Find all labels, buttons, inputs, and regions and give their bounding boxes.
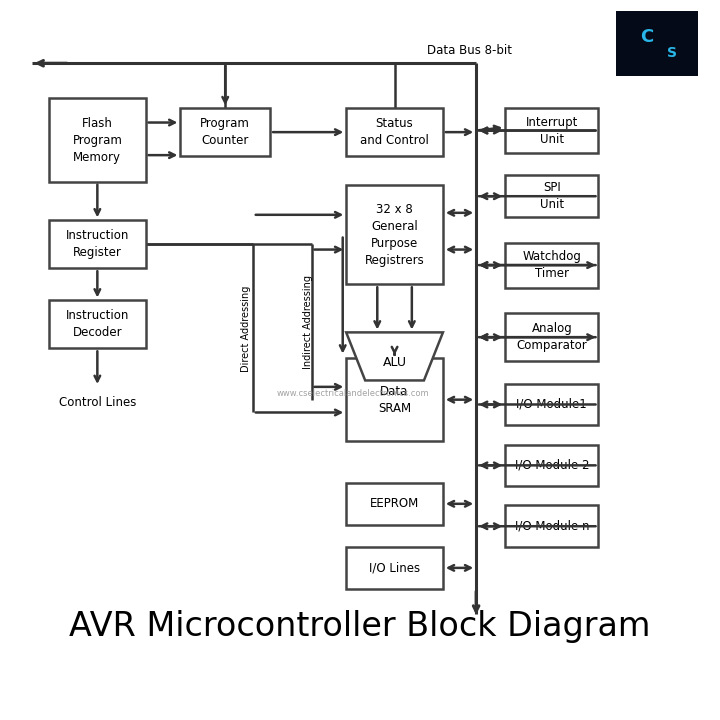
Text: SPI
Unit: SPI Unit (540, 181, 564, 211)
Text: ALU: ALU (382, 356, 407, 369)
Text: S: S (667, 46, 677, 60)
Text: Data
SRAM: Data SRAM (378, 384, 411, 415)
Text: I/O Module n: I/O Module n (515, 520, 589, 533)
Text: Direct Addressing: Direct Addressing (241, 285, 251, 372)
Bar (180, 108, 270, 156)
Bar (346, 547, 443, 589)
Bar (505, 176, 598, 217)
Text: Status
and Control: Status and Control (360, 117, 429, 147)
Bar (346, 108, 443, 156)
Bar (346, 185, 443, 284)
Bar (505, 108, 598, 153)
Bar (346, 483, 443, 525)
Polygon shape (346, 333, 443, 380)
Text: Control Lines: Control Lines (58, 397, 136, 410)
Text: Interrupt
Unit: Interrupt Unit (526, 115, 578, 145)
Bar (49, 99, 145, 182)
Text: I/O Module1: I/O Module1 (516, 398, 588, 411)
Bar (505, 243, 598, 287)
Text: 32 x 8
General
Purpose
Registrers: 32 x 8 General Purpose Registrers (365, 202, 424, 266)
Bar (49, 220, 145, 269)
Bar (505, 313, 598, 361)
Text: Watchdog
Timer: Watchdog Timer (523, 250, 581, 280)
Bar (505, 505, 598, 547)
Text: Indirect Addressing: Indirect Addressing (303, 275, 313, 369)
Text: Instruction
Register: Instruction Register (66, 229, 129, 259)
Text: AVR Microcontroller Block Diagram: AVR Microcontroller Block Diagram (69, 610, 651, 643)
Text: I/O Module 2: I/O Module 2 (515, 459, 589, 472)
Text: Program
Counter: Program Counter (200, 117, 250, 147)
Text: Instruction
Decoder: Instruction Decoder (66, 310, 129, 339)
Bar (346, 358, 443, 441)
Text: I/O Lines: I/O Lines (369, 562, 420, 575)
Text: Flash
Program
Memory: Flash Program Memory (73, 117, 122, 163)
Text: C: C (640, 27, 654, 46)
Bar (505, 384, 598, 426)
Text: Data Bus 8-bit: Data Bus 8-bit (427, 44, 512, 57)
Text: EEPROM: EEPROM (370, 498, 419, 510)
Text: Analog
Comparator: Analog Comparator (516, 322, 588, 352)
Bar (49, 300, 145, 348)
Text: www.cselectricalandelectronics.com: www.cselectricalandelectronics.com (276, 389, 429, 397)
Bar (505, 444, 598, 486)
